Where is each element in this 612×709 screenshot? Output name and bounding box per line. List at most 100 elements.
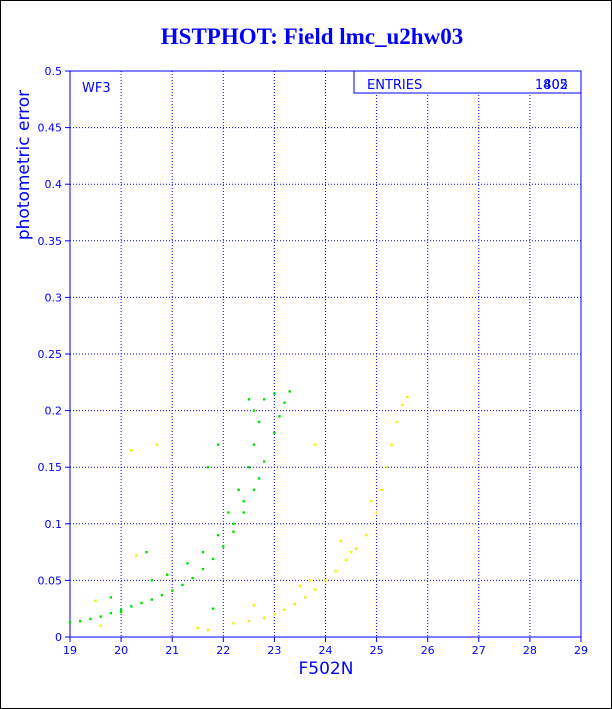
- data-point-second: [401, 403, 404, 407]
- data-point-main: [201, 550, 205, 554]
- data-point-main: [227, 511, 230, 514]
- data-point-main: [247, 466, 251, 469]
- data-point-main: [130, 605, 133, 608]
- data-point-second: [355, 547, 358, 550]
- x-axis-label: F502N: [299, 659, 354, 679]
- y-tick-label: 0.4: [45, 178, 63, 191]
- data-point-second: [196, 626, 199, 630]
- data-point-second: [395, 420, 399, 424]
- data-point-second: [293, 603, 296, 606]
- data-point-main: [273, 392, 276, 395]
- data-point-second: [252, 604, 256, 607]
- data-point-main: [211, 607, 215, 610]
- y-tick-label: 0.15: [38, 461, 63, 474]
- x-tick-label: 27: [472, 644, 486, 657]
- data-point-second: [283, 608, 286, 611]
- x-tick-label: 26: [421, 644, 435, 657]
- data-point-main: [232, 522, 235, 525]
- x-tick-label: 29: [574, 644, 588, 657]
- x-tick-label: 25: [370, 644, 384, 657]
- data-point-second: [206, 629, 210, 632]
- data-point-second: [155, 443, 159, 446]
- x-tick-label: 22: [216, 644, 230, 657]
- data-point-second: [370, 500, 373, 503]
- chart-title: HSTPHOT: Field lmc_u2hw03: [161, 24, 463, 49]
- y-tick-label: 0.3: [45, 291, 63, 304]
- data-point-second: [263, 616, 266, 619]
- data-point-main: [222, 545, 225, 548]
- y-tick-label: 0.25: [38, 348, 63, 361]
- x-tick-label: 28: [523, 644, 537, 657]
- data-point-main: [263, 460, 266, 463]
- data-point-main: [89, 617, 92, 621]
- stats-box: ENTRIES 1805 402: [353, 70, 582, 94]
- data-point-second: [380, 488, 383, 491]
- data-point-second: [247, 620, 251, 623]
- data-point-main: [273, 432, 276, 435]
- data-point-main: [257, 420, 261, 424]
- data-point-main: [288, 390, 291, 393]
- data-point-main: [201, 567, 205, 571]
- data-point-main: [283, 401, 286, 404]
- data-point-main: [242, 500, 245, 503]
- x-tick-label: 20: [114, 644, 128, 657]
- data-point-main: [252, 409, 256, 412]
- data-point-main: [217, 533, 220, 537]
- data-point-main: [252, 443, 256, 446]
- data-point-second: [94, 599, 97, 602]
- x-tick-label: 24: [319, 644, 333, 657]
- data-point-second: [130, 449, 133, 452]
- data-point-second: [406, 395, 409, 399]
- data-point-second: [344, 558, 348, 562]
- y-tick-label: 0.5: [45, 65, 63, 78]
- data-point-main: [160, 593, 164, 597]
- data-point-main: [79, 620, 82, 623]
- x-tick-label: 19: [63, 644, 77, 657]
- data-point-second: [232, 622, 235, 625]
- data-point-second: [99, 624, 102, 627]
- data-point-main: [237, 488, 240, 491]
- data-point-second: [385, 466, 388, 469]
- data-point-main: [181, 583, 184, 587]
- data-point-main: [171, 589, 174, 592]
- data-point-second: [324, 579, 327, 582]
- data-point-main: [140, 601, 143, 605]
- data-point-main: [150, 579, 153, 582]
- panel-label: WF3: [82, 81, 111, 96]
- data-point-second: [273, 613, 276, 616]
- x-tick-label: 23: [267, 644, 281, 657]
- data-point-main: [252, 488, 256, 491]
- data-point-main: [186, 562, 189, 565]
- data-point-main: [247, 398, 251, 401]
- data-point-second: [339, 539, 342, 542]
- grid: [70, 71, 581, 637]
- y-tick-label: 0.2: [45, 405, 63, 418]
- data-point-second: [314, 443, 317, 446]
- y-ticks: 0 0.05 0.1 0.15 0.2 0.25 0.3 0.35 0.4 0.45 0.5: [38, 65, 70, 644]
- y-tick-label: 0.05: [38, 574, 63, 587]
- stats-box-frame: [353, 70, 582, 94]
- y-axis-label: photometric error: [14, 90, 34, 240]
- data-point-second: [298, 584, 302, 588]
- data-point-second: [314, 588, 317, 591]
- data-point-main: [278, 415, 281, 418]
- data-point-main: [99, 615, 102, 618]
- data-point-main: [211, 557, 215, 561]
- stats-label: ENTRIES: [367, 78, 422, 93]
- data-point-main: [232, 530, 235, 533]
- data-point-second: [365, 533, 368, 537]
- data-point-main: [150, 598, 153, 601]
- x-tick-label: 21: [165, 644, 179, 657]
- y-tick-label: 0.45: [38, 122, 63, 135]
- data-point-main: [119, 608, 123, 611]
- stats-value-b: 402: [543, 78, 568, 93]
- data-point-main: [263, 398, 266, 401]
- data-point-main: [217, 443, 220, 446]
- data-point-main: [165, 573, 169, 576]
- data-point-main: [206, 466, 210, 469]
- data-point-second: [135, 554, 138, 557]
- data-point-second: [390, 443, 394, 446]
- data-point-main: [257, 477, 261, 480]
- data-points: [68, 390, 409, 632]
